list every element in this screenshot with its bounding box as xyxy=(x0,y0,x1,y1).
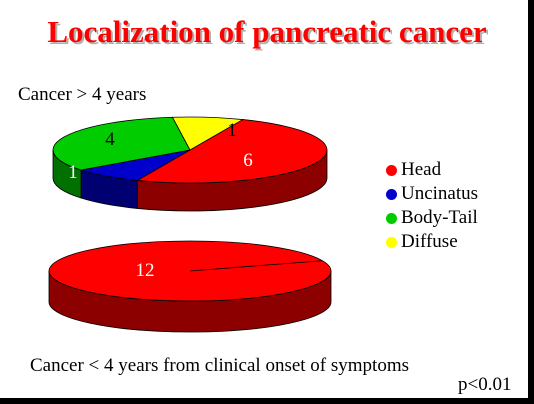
pie-data-label-head: 12 xyxy=(136,260,155,281)
pie-slice-body-tail xyxy=(52,116,191,171)
bottom-chart-label: Cancer < 4 years from clinical onset of … xyxy=(30,355,410,376)
pie-data-label-uncinatus: 1 xyxy=(68,162,78,183)
legend-label-uncinatus: Uncinatus xyxy=(401,183,479,204)
pie-chart-bottom: 12 xyxy=(48,240,332,333)
pie-divider-line xyxy=(189,260,323,272)
legend-item-diffuse: Diffuse xyxy=(386,230,478,254)
legend-marker-diffuse xyxy=(386,236,397,248)
legend-item-uncinatus: Uncinatus xyxy=(386,182,478,206)
legend-item-body-tail: Body-Tail xyxy=(386,206,478,230)
legend-label-head: Head xyxy=(401,159,442,180)
legend-item-head: Head xyxy=(386,158,478,182)
legend: Head Uncinatus Body-Tail Diffuse xyxy=(386,158,478,254)
legend-label-body-tail: Body-Tail xyxy=(401,207,478,228)
pie-data-label-diffuse: 1 xyxy=(227,120,237,141)
p-value: p<0.01 xyxy=(458,374,512,395)
pie-data-label-body-tail: 4 xyxy=(105,129,115,150)
slide-title: Localization of pancreatic cancer xyxy=(47,14,487,49)
pie-slice-diffuse xyxy=(171,116,245,151)
legend-marker-uncinatus xyxy=(386,188,397,200)
legend-label-diffuse: Diffuse xyxy=(401,231,458,252)
legend-marker-head xyxy=(386,164,397,176)
legend-marker-body-tail xyxy=(386,212,397,224)
top-chart-label: Cancer > 4 years xyxy=(18,84,147,105)
pie-data-label-head: 6 xyxy=(243,150,253,171)
pie-chart-top: 614 1 xyxy=(52,116,328,212)
pie-slice-head xyxy=(135,119,328,184)
